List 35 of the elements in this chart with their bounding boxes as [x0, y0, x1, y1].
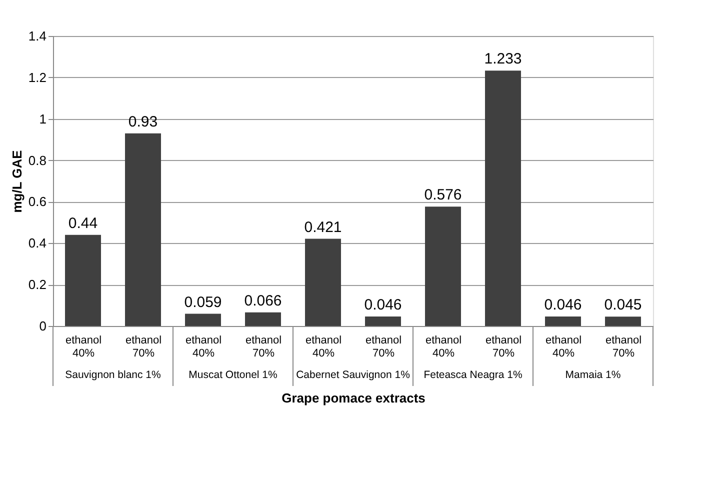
text: Feteasca Neagra 1% — [424, 369, 522, 381]
data-label: 0.44 — [68, 214, 98, 232]
x-tick-label: ethanol 40% — [425, 334, 462, 360]
text: Sauvignon blanc 1% — [65, 369, 161, 381]
y-tick-label: 0.8 — [28, 152, 46, 168]
y-tick-label: 0 — [39, 318, 46, 334]
data-label: 0.576 — [424, 186, 462, 204]
text: Mamaia 1% — [565, 369, 621, 381]
y-tick-label: 1 — [39, 111, 46, 126]
x-tick-label: ethanol 70% — [605, 334, 642, 360]
data-label: 1.233 — [484, 50, 522, 68]
y-tick-label: 1.2 — [28, 70, 46, 85]
x-tick-label: ethanol 70% — [485, 334, 522, 360]
data-label: 0.421 — [304, 218, 342, 236]
y-tick-label: 0.6 — [28, 194, 46, 210]
data-label: 0.066 — [244, 292, 282, 310]
data-label: 0.93 — [128, 113, 158, 130]
x-tick-label: ethanol 70% — [245, 334, 282, 360]
y-axis-title: mg/L GAE — [9, 150, 24, 213]
data-label: 0.046 — [364, 296, 402, 314]
x-axis-title: Grape pomace extracts — [282, 390, 426, 406]
x-tick-label: ethanol 70% — [125, 334, 162, 360]
y-tick-label: 0.4 — [28, 236, 46, 251]
x-tick-label: ethanol 40% — [65, 334, 102, 360]
y-tick-label: 1.4 — [28, 28, 46, 44]
x-tick-label: ethanol 40% — [185, 334, 222, 360]
data-label: 0.045 — [604, 296, 642, 314]
x-tick-label: ethanol 40% — [545, 334, 582, 360]
text: Muscat Ottonel 1% — [188, 369, 278, 381]
text: Cabernet Sauvignon 1% — [296, 369, 410, 381]
x-tick-label: ethanol 70% — [365, 334, 402, 360]
data-label: 0.059 — [184, 294, 222, 311]
x-tick-label: ethanol 40% — [305, 334, 342, 360]
y-tick-label: 0.2 — [28, 277, 46, 292]
data-label: 0.046 — [544, 296, 582, 314]
